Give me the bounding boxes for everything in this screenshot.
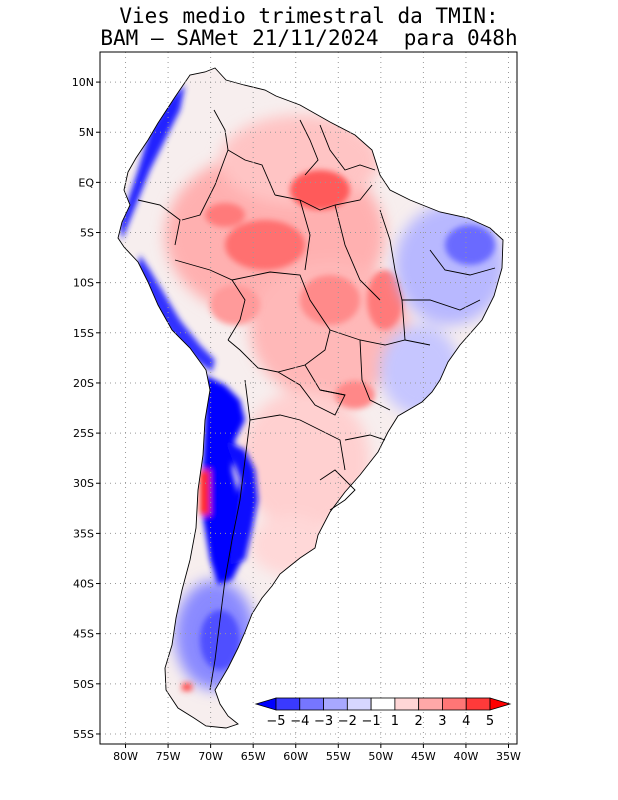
colorbar-segment xyxy=(370,697,396,711)
longitude-ticks: 80W 75W 70W 65W 60W 55W 50W 45W 40W 35W xyxy=(113,744,521,763)
colorbar-label: −4 xyxy=(290,714,309,729)
warm-core-6 xyxy=(335,381,375,409)
colorbar-label: 3 xyxy=(438,714,446,729)
border-brazil-states-1 xyxy=(299,199,311,271)
warm-core-3 xyxy=(205,203,245,227)
lat-tick-label: 10N xyxy=(72,76,94,89)
lat-tick-label: EQ xyxy=(78,176,94,189)
lat-tick-label: 40S xyxy=(73,578,94,591)
border-brazil-states-7 xyxy=(359,339,391,411)
colorbar-segment xyxy=(275,697,301,711)
border-venezuela-guyana xyxy=(299,119,319,176)
country-borders xyxy=(117,67,504,729)
colorbar-label: −1 xyxy=(362,714,381,729)
colorbar-segment xyxy=(418,697,443,711)
cool-core-patagonia xyxy=(200,610,240,670)
colorbar-label: 5 xyxy=(486,714,494,729)
warm-core-4 xyxy=(367,270,403,330)
border-colombia-venezuela xyxy=(213,109,276,196)
border-bolivia xyxy=(227,271,331,373)
lon-tick-label: 50W xyxy=(368,750,393,763)
lat-tick-label: 55S xyxy=(73,728,94,741)
lat-tick-label: 45S xyxy=(73,628,94,641)
colorbar-segment xyxy=(346,697,372,711)
border-brazil-states-2 xyxy=(334,204,381,301)
lat-lon-grid xyxy=(100,52,517,744)
warm-core-2 xyxy=(225,220,305,270)
colorbar-label: 4 xyxy=(462,714,470,729)
border-uruguay xyxy=(319,469,356,511)
border-brazil-states-5 xyxy=(429,249,496,276)
cool-andes-north xyxy=(120,85,185,240)
cool-core-nordeste xyxy=(445,225,495,265)
border-brazil-states-4 xyxy=(402,299,481,311)
border-guyanas xyxy=(319,124,376,171)
colorbar-segment xyxy=(465,697,491,711)
lon-tick-label: 75W xyxy=(156,750,181,763)
lon-tick-label: 35W xyxy=(496,750,521,763)
border-brazil-south xyxy=(344,434,386,441)
title-line-1: Vies medio trimestral da TMIN: xyxy=(119,4,499,28)
cool-andes-peru xyxy=(136,255,215,372)
lat-tick-label: 5S xyxy=(80,227,94,240)
border-brazil-states-6 xyxy=(329,329,431,346)
lat-tick-label: 20S xyxy=(73,377,94,390)
colorbar: −5 −4 −3 −2 −1 1 2 3 4 5 xyxy=(254,697,512,729)
warm-spot-central-chile xyxy=(200,470,210,515)
map-frame xyxy=(99,51,518,745)
colorbar-arrow-high xyxy=(489,697,512,711)
colorbar-segment xyxy=(299,697,324,711)
title-line-2: BAM – SAMet 21/11/2024 para 048h xyxy=(100,26,518,50)
border-ecuador-peru xyxy=(137,199,181,246)
lat-tick-label: 30S xyxy=(73,477,94,490)
lat-tick-label: 10S xyxy=(73,277,94,290)
lon-tick-label: 40W xyxy=(454,750,479,763)
lon-tick-label: 65W xyxy=(241,750,266,763)
colorbar-arrow-low xyxy=(254,697,277,711)
warm-core-7 xyxy=(210,285,260,325)
border-colombia-brazil xyxy=(181,149,229,221)
border-chile-argentina xyxy=(209,379,251,691)
lat-tick-label: 50S xyxy=(73,678,94,691)
colorbar-segment xyxy=(323,697,348,711)
colorbar-label: 1 xyxy=(391,714,399,729)
coastline xyxy=(117,67,504,729)
lat-tick-label: 15S xyxy=(73,327,94,340)
border-paraguay xyxy=(277,371,346,416)
lat-tick-label: 5N xyxy=(79,126,94,139)
border-brazil-north xyxy=(274,184,373,211)
border-argentina-north xyxy=(249,414,346,471)
lon-tick-label: 45W xyxy=(411,750,436,763)
warm-core-5 xyxy=(300,275,360,325)
lat-tick-label: 25S xyxy=(73,427,94,440)
colorbar-segment xyxy=(394,697,420,711)
colorbar-segment xyxy=(442,697,467,711)
colorbar-label: 2 xyxy=(415,714,423,729)
warm-region-south xyxy=(240,390,370,530)
colorbar-label: −3 xyxy=(314,714,333,729)
lon-tick-label: 70W xyxy=(198,750,223,763)
warm-core-1 xyxy=(290,170,350,210)
colorbar-label: −2 xyxy=(338,714,357,729)
lat-tick-label: 35S xyxy=(73,527,94,540)
cool-region-southeast xyxy=(380,325,460,415)
lon-tick-label: 55W xyxy=(326,750,351,763)
warm-spot-south xyxy=(182,683,192,691)
border-peru-brazil xyxy=(174,259,246,341)
lon-tick-label: 60W xyxy=(283,750,308,763)
cool-andes-east xyxy=(225,440,258,565)
latitude-ticks: 10N 5N EQ 5S 10S 15S 20S 25S 30S 35S 40S 45S 50S 55S xyxy=(72,76,100,741)
lon-tick-label: 80W xyxy=(113,750,138,763)
border-brazil-states-3 xyxy=(379,209,406,341)
colorbar-label: −5 xyxy=(266,714,285,729)
